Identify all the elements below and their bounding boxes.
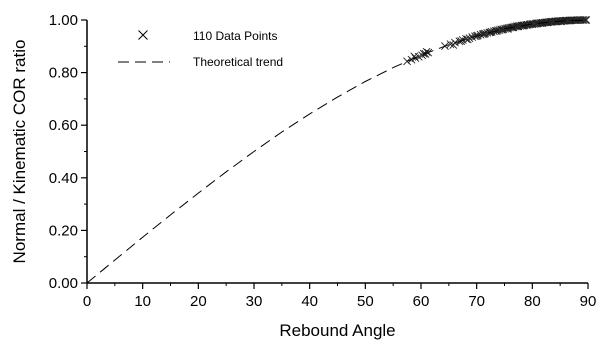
x-tick-label: 50	[357, 293, 374, 310]
y-tick-label: 1.00	[49, 12, 78, 29]
data-point	[446, 40, 455, 49]
x-tick-label: 60	[413, 293, 430, 310]
x-tick-label: 40	[301, 293, 318, 310]
legend-x-marker	[138, 30, 148, 40]
legend-scatter-marker	[138, 30, 148, 40]
theoretical-trend-line	[86, 19, 589, 284]
y-tick-label: 0.00	[49, 275, 78, 292]
data-point	[462, 35, 471, 43]
y-ticks: 0.00 0.20 0.40 0.60 0.80 1.00	[49, 12, 87, 292]
data-point	[463, 35, 472, 44]
x-ticks: 0 10 20 30 40 50 60 70 80 90	[83, 283, 597, 310]
x-tick-label: 20	[190, 293, 207, 310]
x-tick-label: 10	[134, 293, 151, 310]
y-tick-label: 0.20	[49, 222, 78, 239]
data-point	[410, 52, 419, 61]
data-point	[579, 16, 588, 24]
x-tick-label: 90	[580, 293, 597, 310]
legend-label-theoretical-trend: Theoretical trend	[193, 55, 283, 69]
data-point	[566, 16, 575, 25]
data-point	[581, 16, 590, 24]
data-point	[403, 57, 412, 66]
data-point	[503, 25, 512, 33]
plot-area: 0 10 20 30 40 50 60 70 80 90 0.00 0.20 0.40 0.60 0.80…	[49, 12, 597, 310]
series-layer	[86, 16, 591, 284]
legend-label-data-points: 110 Data Points	[193, 29, 278, 43]
data-point	[479, 30, 488, 38]
x-tick-label: 70	[468, 293, 485, 310]
x-tick-label: 30	[246, 293, 263, 310]
data-point	[478, 30, 487, 39]
legend: 110 Data Points Theoretical trend	[118, 29, 283, 69]
y-tick-label: 0.60	[49, 117, 78, 134]
x-tick-label: 80	[524, 293, 541, 310]
data-points-series	[403, 16, 591, 66]
y-tick-label: 0.80	[49, 65, 78, 82]
y-tick-label: 0.40	[49, 170, 78, 187]
data-point	[582, 16, 591, 24]
x-tick-label: 0	[83, 293, 91, 310]
x-axis-title: Rebound Angle	[279, 321, 395, 340]
y-axis-title: Normal / Kinematic COR ratio	[10, 40, 29, 264]
